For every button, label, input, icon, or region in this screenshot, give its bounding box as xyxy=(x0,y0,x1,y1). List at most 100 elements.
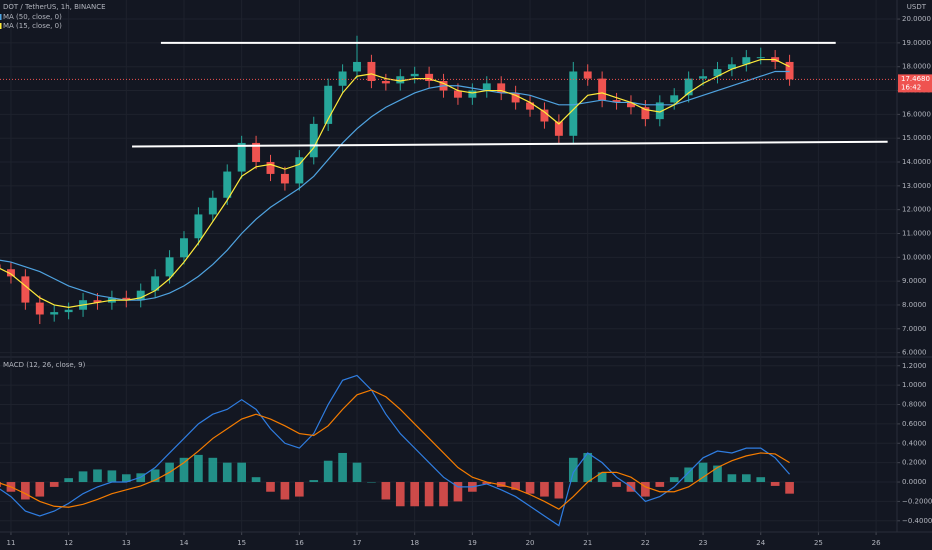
candle-body xyxy=(252,142,261,163)
histogram-bar xyxy=(338,452,347,483)
histogram-bar xyxy=(21,482,30,500)
chart-title: DOT / TetherUS, 1h, BINANCE xyxy=(3,3,106,11)
x-tick-label: 20 xyxy=(526,539,535,547)
candle-body xyxy=(598,78,607,101)
y-tick-label: 0.8000 xyxy=(902,401,927,409)
candle-body xyxy=(540,109,549,122)
candle-body xyxy=(136,290,145,301)
candle-body xyxy=(223,171,232,198)
histogram-bar xyxy=(295,482,304,497)
histogram-bar xyxy=(756,477,766,483)
candle-body xyxy=(641,107,650,120)
legend-entry: MA (15, close, 0) xyxy=(3,22,62,30)
candle-body xyxy=(21,276,30,303)
histogram-bar xyxy=(179,457,189,483)
candle-body xyxy=(93,300,102,303)
histogram-bar xyxy=(439,482,448,507)
y-tick-label: 14.0000 xyxy=(902,158,931,166)
macd-grid xyxy=(0,358,897,532)
legend-swatch xyxy=(0,14,2,20)
candle-body xyxy=(64,309,73,313)
x-tick-label: 25 xyxy=(814,539,823,547)
x-tick-label: 18 xyxy=(410,539,419,547)
histogram-bar xyxy=(266,482,275,492)
signal-line xyxy=(0,389,790,510)
histogram-bar xyxy=(352,462,362,483)
histogram-bar xyxy=(568,457,578,483)
candle-body xyxy=(151,276,160,291)
x-tick-label: 17 xyxy=(353,539,362,547)
y-tick-label: 15.0000 xyxy=(902,134,931,142)
y-tick-label: 0.4000 xyxy=(902,439,927,447)
y-tick-label: 13.0000 xyxy=(902,182,931,190)
candle-body xyxy=(50,312,59,315)
histogram-bar xyxy=(93,469,102,483)
candle-body xyxy=(165,257,174,277)
histogram-bar xyxy=(727,474,737,483)
histogram-bar xyxy=(785,482,794,494)
candle-body xyxy=(627,102,635,108)
candle-body xyxy=(353,61,361,72)
histogram-bar xyxy=(612,482,621,487)
currency-label: USDT xyxy=(907,3,927,11)
histogram-bar xyxy=(121,474,131,483)
y-tick-label: −0.4000 xyxy=(902,517,932,525)
y-tick-label: 16.0000 xyxy=(902,110,931,118)
candle-body xyxy=(583,71,592,79)
x-tick-label: 22 xyxy=(641,539,650,547)
candle-body xyxy=(122,297,131,301)
candle-body xyxy=(785,61,794,80)
y-tick-label: −0.2000 xyxy=(902,497,932,505)
x-tick-label: 16 xyxy=(295,539,304,547)
histogram-bar xyxy=(107,470,117,483)
y-tick-label: 11.0000 xyxy=(902,229,931,237)
y-tick-label: 12.0000 xyxy=(902,206,931,214)
candle-body xyxy=(684,78,693,96)
candle-body xyxy=(511,92,520,103)
last-price-label: 17.4680 xyxy=(901,75,930,83)
candle-body xyxy=(569,71,578,136)
histogram-bar xyxy=(35,482,45,497)
histogram-bar xyxy=(583,452,593,483)
candle-body xyxy=(468,90,477,98)
candle-body xyxy=(482,83,491,91)
candle-body xyxy=(35,302,44,315)
candle-body xyxy=(756,57,765,59)
x-tick-label: 21 xyxy=(583,539,592,547)
candle-body xyxy=(194,214,203,239)
histogram-bar xyxy=(78,471,88,483)
trendline xyxy=(132,140,888,148)
candle-body xyxy=(655,102,664,120)
candle-body xyxy=(0,264,1,270)
candle-body xyxy=(396,76,405,84)
histogram-bar xyxy=(713,465,722,483)
y-tick-label: 0.2000 xyxy=(902,459,927,467)
candle-body xyxy=(324,85,333,124)
histogram-bar xyxy=(64,478,73,483)
y-tick-label: 1.2000 xyxy=(902,362,927,370)
candle-body xyxy=(699,76,708,79)
histogram-bar xyxy=(323,460,333,483)
histogram-bar xyxy=(641,482,650,497)
histogram-bar xyxy=(525,482,535,494)
x-tick-label: 19 xyxy=(468,539,477,547)
histogram-bar xyxy=(208,457,218,483)
histogram-bar xyxy=(150,469,160,483)
histogram-bar xyxy=(395,482,405,507)
candle-body xyxy=(280,173,289,184)
candle-body xyxy=(6,269,15,277)
histogram-bar xyxy=(367,482,376,483)
candle-body xyxy=(526,102,535,110)
x-tick-label: 13 xyxy=(122,539,131,547)
histogram-bar xyxy=(410,482,420,507)
histogram-bar xyxy=(0,482,1,487)
candle-body xyxy=(381,81,390,84)
x-tick-label: 26 xyxy=(872,539,881,547)
y-tick-label: 19.0000 xyxy=(902,39,931,47)
macd-line xyxy=(0,374,791,527)
candle-body xyxy=(453,90,462,98)
histogram-bar xyxy=(237,462,246,483)
candle-body xyxy=(266,162,275,174)
candle-body xyxy=(727,64,736,70)
